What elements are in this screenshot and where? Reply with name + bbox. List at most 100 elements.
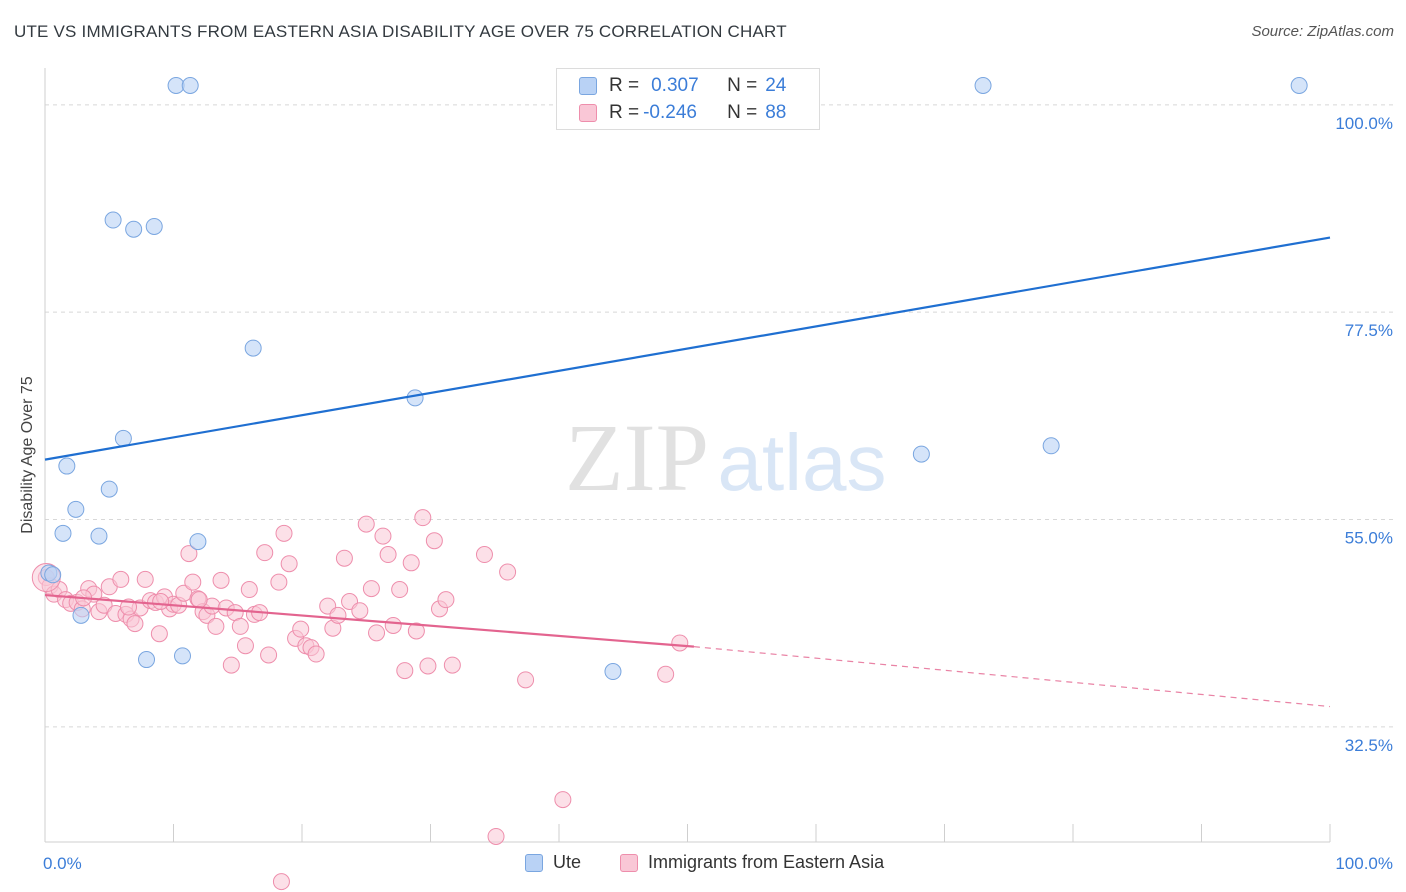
imm-point — [357, 515, 375, 533]
imm-point — [231, 617, 249, 635]
imm-point — [95, 596, 113, 614]
imm-point — [240, 581, 258, 599]
y-tick-label: 32.5% — [1345, 736, 1393, 755]
imm-point — [222, 656, 240, 674]
legend-item-ute[interactable]: Ute — [525, 852, 581, 873]
imm-point — [136, 570, 154, 588]
imm-point — [126, 615, 144, 633]
stats-legend-row-imm: R = -0.246 N = 88 — [579, 101, 786, 125]
y-tick-label: 55.0% — [1345, 529, 1393, 548]
imm-point — [329, 606, 347, 624]
imm-point — [150, 625, 168, 643]
r-label: R = — [609, 75, 640, 96]
ute-point — [100, 480, 118, 498]
y-tick-label: 100.0% — [1335, 114, 1393, 133]
legend-item-imm[interactable]: Immigrants from Eastern Asia — [620, 852, 884, 873]
imm-point — [517, 671, 535, 689]
imm-legend-swatch — [620, 853, 638, 872]
imm-point — [260, 646, 278, 664]
n-value: 88 — [765, 102, 787, 123]
ute-legend-swatch — [525, 853, 543, 872]
ute-point — [138, 651, 156, 669]
ute-point — [1290, 77, 1308, 95]
grid-layer — [45, 104, 1395, 728]
ute-point — [604, 663, 622, 681]
imm-point — [554, 791, 572, 809]
points-layer — [31, 77, 1308, 891]
legend-label-imm: Immigrants from Eastern Asia — [648, 852, 885, 872]
ute-trend-line — [44, 236, 1331, 461]
imm-point — [307, 645, 325, 663]
ute-point — [181, 77, 199, 95]
trend-layer — [44, 236, 1331, 708]
chart-title: UTE VS IMMIGRANTS FROM EASTERN ASIA DISA… — [14, 22, 787, 41]
imm-point — [180, 545, 198, 563]
imm-point — [335, 549, 353, 567]
imm-point — [402, 554, 420, 572]
watermark: ZIP atlas — [565, 404, 886, 511]
imm-point — [374, 527, 392, 545]
imm-point — [280, 555, 298, 573]
imm-point — [391, 581, 409, 599]
r-label: R = — [609, 102, 640, 123]
imm-trend-extension — [693, 646, 1331, 708]
tick-label-layer: 32.5% 55.0% 77.5% 100.0% 0.0% 100.0% — [43, 114, 1393, 873]
n-label: N = — [727, 102, 758, 123]
ute-point — [912, 445, 930, 463]
axes-layer — [44, 68, 1331, 843]
imm-point — [270, 573, 288, 591]
chart-source: Source: ZipAtlas.com — [1251, 23, 1394, 40]
imm-swatch — [579, 104, 597, 122]
imm-point — [351, 602, 369, 620]
imm-point — [425, 532, 443, 550]
r-value: 0.307 — [651, 75, 699, 96]
imm-point — [152, 593, 170, 611]
imm-point — [437, 591, 455, 609]
imm-point — [368, 624, 386, 642]
ute-point — [72, 606, 90, 624]
imm-point — [184, 573, 202, 591]
x-tick-label: 0.0% — [43, 854, 82, 873]
imm-trend-line — [44, 593, 695, 648]
imm-point — [487, 827, 505, 845]
legend-label-ute: Ute — [553, 852, 582, 872]
imm-point — [112, 570, 130, 588]
imm-point — [275, 524, 293, 542]
ute-point — [189, 533, 207, 551]
imm-point — [256, 544, 274, 562]
n-value: 24 — [765, 75, 787, 96]
imm-point — [384, 616, 402, 634]
ute-point — [67, 500, 85, 518]
x-tick-label: 100.0% — [1335, 854, 1393, 873]
stats-legend-row-ute: R = 0.307 N = 24 — [579, 74, 786, 98]
imm-point — [207, 617, 225, 635]
imm-point — [475, 546, 493, 564]
imm-point — [236, 637, 254, 655]
imm-point — [657, 665, 675, 683]
imm-point — [443, 656, 461, 674]
imm-point — [190, 591, 208, 609]
series-legend: Ute Immigrants from Eastern Asia — [0, 852, 1406, 878]
imm-point — [407, 622, 425, 640]
ute-point — [90, 527, 108, 545]
ute-point — [145, 217, 163, 235]
r-value: -0.246 — [643, 102, 697, 123]
ute-point — [54, 524, 72, 542]
ute-point — [125, 220, 143, 238]
imm-point — [362, 580, 380, 598]
imm-point — [379, 546, 397, 564]
watermark-zip: ZIP — [565, 404, 709, 511]
stats-legend: R = 0.307 N = 24 R = -0.246 N = 88 — [556, 68, 820, 130]
ute-point — [173, 647, 191, 665]
imm-point — [671, 634, 689, 652]
imm-point — [396, 662, 414, 680]
imm-point — [272, 873, 290, 891]
y-tick-label: 77.5% — [1345, 321, 1393, 340]
ute-point — [406, 389, 424, 407]
ute-point — [1042, 437, 1060, 455]
ute-point — [244, 339, 262, 357]
ute-swatch — [579, 77, 597, 95]
imm-point — [499, 563, 517, 581]
n-label: N = — [727, 75, 758, 96]
